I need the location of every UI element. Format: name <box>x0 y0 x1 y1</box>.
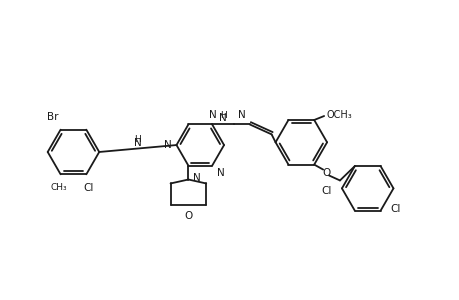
Text: Cl: Cl <box>83 183 93 193</box>
Text: H: H <box>219 110 226 119</box>
Text: Br: Br <box>47 112 58 122</box>
Text: O: O <box>321 167 330 178</box>
Text: N: N <box>217 168 224 178</box>
Text: N: N <box>163 140 171 150</box>
Text: N: N <box>193 172 201 182</box>
Text: OCH₃: OCH₃ <box>325 110 351 120</box>
Text: N: N <box>237 110 245 119</box>
Text: N: N <box>209 110 217 119</box>
Text: H: H <box>134 135 141 144</box>
Text: N: N <box>218 113 226 124</box>
Text: O: O <box>184 211 192 221</box>
Text: CH₃: CH₃ <box>50 183 67 192</box>
Text: Cl: Cl <box>321 186 331 196</box>
Text: N: N <box>134 137 141 148</box>
Text: Cl: Cl <box>390 204 400 214</box>
